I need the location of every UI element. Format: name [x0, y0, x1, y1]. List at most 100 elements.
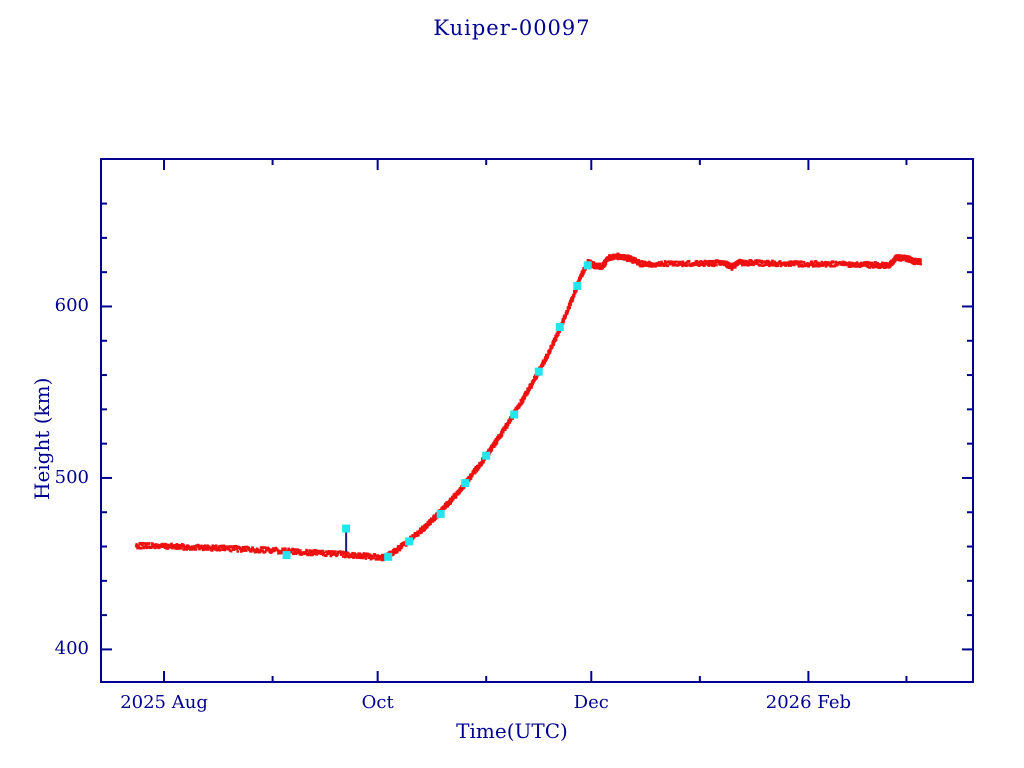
height-sample — [391, 553, 395, 557]
height-sample — [267, 548, 271, 552]
height-sample — [164, 543, 168, 546]
height-sample — [289, 550, 293, 554]
height-sample — [309, 553, 313, 557]
height-sample — [738, 258, 741, 262]
height-sample — [162, 544, 166, 548]
height-sample — [193, 545, 196, 548]
height-sample — [469, 477, 473, 480]
plot-frame — [100, 158, 974, 683]
height-sample — [454, 494, 458, 498]
y-tick-label: 500 — [54, 466, 89, 488]
height-sample — [146, 546, 150, 549]
height-sample — [664, 262, 668, 266]
height-sample — [284, 548, 287, 551]
height-sample — [656, 262, 659, 265]
height-sample — [503, 428, 507, 431]
height-sample — [201, 547, 204, 550]
height-sample — [239, 550, 243, 553]
height-sample — [730, 268, 734, 271]
height-sample — [571, 299, 574, 302]
height-sample — [448, 500, 451, 503]
height-sample — [772, 262, 776, 266]
height-sample — [319, 552, 323, 556]
error-bar-marker — [510, 410, 519, 419]
height-sample — [509, 418, 513, 422]
height-sample — [300, 553, 304, 556]
height-sample — [336, 553, 339, 556]
height-sample — [364, 557, 368, 560]
height-sample — [242, 546, 245, 550]
height-sample — [278, 549, 281, 553]
height-sample — [262, 546, 266, 549]
height-sample — [210, 546, 214, 549]
height-sample — [287, 548, 291, 552]
height-sample — [814, 260, 818, 263]
height-sample — [779, 264, 783, 268]
height-sample — [562, 319, 566, 323]
height-sample — [453, 492, 457, 496]
height-sample — [206, 544, 209, 548]
height-sample — [281, 547, 285, 551]
height-sample — [476, 468, 480, 471]
height-sample — [417, 533, 420, 537]
height-sample — [645, 261, 649, 265]
height-sample — [494, 437, 498, 441]
height-sample — [345, 555, 349, 558]
height-sample — [742, 259, 745, 263]
height-sample — [569, 303, 573, 306]
height-sample — [754, 259, 757, 263]
height-sample — [767, 262, 770, 266]
height-sample — [853, 265, 857, 268]
height-sample — [552, 342, 556, 345]
height-sample — [168, 546, 172, 549]
height-sample — [820, 260, 824, 264]
height-sample — [840, 263, 844, 267]
height-sample — [442, 507, 446, 511]
height-sample — [352, 556, 356, 559]
height-sample — [179, 546, 183, 550]
height-sample — [415, 534, 419, 538]
height-sample — [343, 551, 346, 554]
height-sample — [526, 391, 530, 395]
height-sample — [482, 460, 485, 463]
height-sample — [245, 549, 248, 552]
height-sample — [236, 550, 240, 553]
height-sample — [540, 366, 544, 369]
height-sample — [445, 503, 448, 506]
height-sample — [493, 445, 496, 448]
height-sample — [757, 259, 761, 262]
height-sample — [851, 264, 855, 268]
height-sample — [748, 263, 752, 266]
height-sample — [309, 549, 312, 553]
height-sample — [175, 545, 178, 549]
height-sample — [905, 255, 909, 258]
height-sample — [826, 263, 830, 267]
height-sample — [432, 516, 436, 519]
height-sample — [364, 555, 367, 559]
error-bar-marker — [583, 261, 592, 270]
height-sample — [812, 262, 816, 265]
height-sample — [717, 259, 721, 263]
height-sample — [182, 548, 186, 551]
height-sample — [334, 550, 337, 553]
height-sample — [298, 553, 302, 556]
height-sample — [603, 264, 607, 267]
height-sample — [315, 549, 319, 553]
height-sample — [659, 264, 662, 267]
height-sample — [706, 260, 710, 263]
height-sample — [400, 546, 403, 550]
height-sample — [693, 263, 697, 267]
height-sample — [760, 261, 764, 264]
height-sample — [811, 265, 815, 268]
height-sample — [528, 388, 531, 391]
height-sample — [707, 264, 711, 267]
x-tick-label: 2026 Feb — [765, 692, 851, 713]
height-sample — [674, 260, 678, 264]
error-bar-marker — [534, 367, 543, 376]
height-sample — [825, 262, 828, 266]
height-sample — [622, 255, 626, 259]
height-sample — [883, 264, 886, 268]
height-sample — [829, 263, 833, 266]
height-sample — [400, 545, 404, 548]
